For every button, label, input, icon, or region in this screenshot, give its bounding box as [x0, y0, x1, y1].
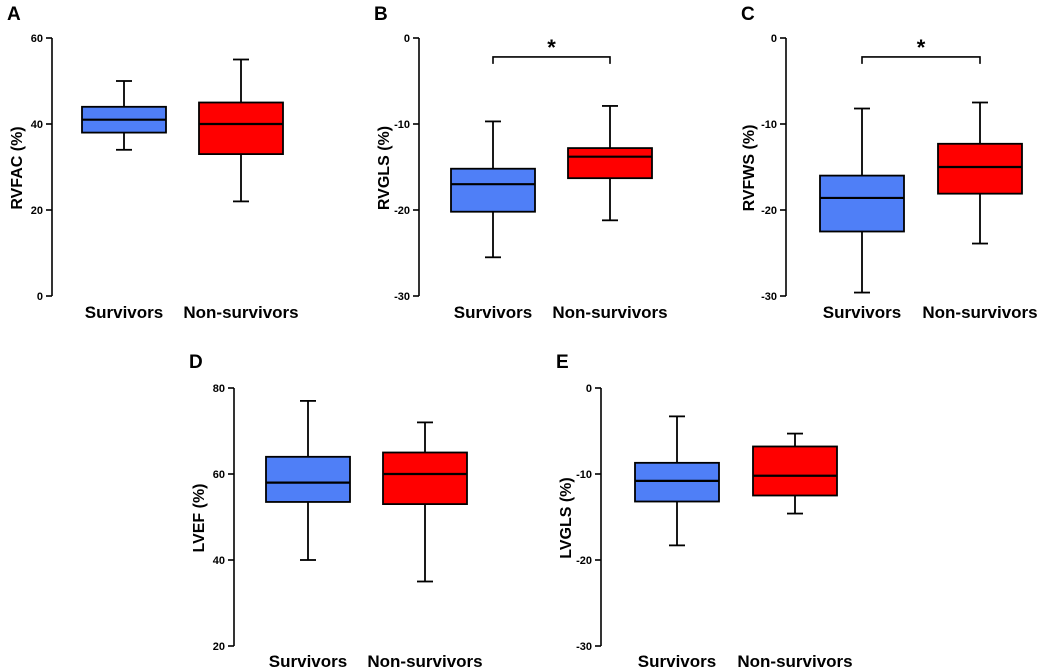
box-survivors-c [819, 174, 905, 233]
panel-letter-a: A [7, 4, 21, 25]
box-non-survivors-e [752, 445, 838, 497]
category-label-survivors-c: Survivors [823, 303, 901, 322]
panel-e-lvgls: E LVGLS (%) Survivors Non-survivors 0 -10… [556, 352, 853, 671]
y-axis-label-e: LVGLS (%) [558, 477, 575, 558]
y-tick-label-d: 40 [213, 555, 225, 567]
category-label-non-survivors-a: Non-survivors [183, 303, 298, 322]
box-survivors-b [450, 167, 536, 213]
y-tick-label-b: -10 [394, 119, 410, 131]
panel-letter-c: C [741, 4, 755, 25]
y-tick-label-e: 0 [586, 383, 592, 395]
category-label-survivors-b: Survivors [454, 303, 532, 322]
panel-c-rvfws: C RVFWS (%) Survivors Non-survivors 0 -10… [741, 4, 1038, 322]
y-tick-label-a: 0 [37, 291, 43, 303]
significance-bracket-c [861, 56, 981, 64]
y-tick-label-a: 20 [31, 205, 43, 217]
y-tick-label-d: 20 [213, 641, 225, 653]
panel-d-lvef: D LVEF (%) Survivors Non-survivors 20 40 6… [189, 352, 483, 671]
category-label-non-survivors-d: Non-survivors [367, 652, 482, 671]
significance-mark-b: * [547, 35, 556, 60]
y-axis-label-c: RVFWS (%) [741, 125, 758, 212]
panel-letter-e: E [556, 352, 569, 373]
panel-b-rvgls: B RVGLS (%) Survivors Non-survivors 0 -10… [374, 4, 668, 322]
box-non-survivors-c [937, 142, 1023, 195]
box-survivors-d [265, 455, 351, 503]
category-label-survivors-a: Survivors [85, 303, 163, 322]
category-label-non-survivors-c: Non-survivors [922, 303, 1037, 322]
panel-letter-b: B [374, 4, 388, 25]
category-label-non-survivors-e: Non-survivors [737, 652, 852, 671]
y-tick-label-c: -10 [761, 119, 777, 131]
y-tick-label-e: -20 [576, 555, 592, 567]
y-tick-label-c: -20 [761, 205, 777, 217]
significance-bracket-b [492, 56, 611, 64]
y-axis-label-a: RVFAC (%) [9, 126, 26, 209]
significance-mark-c: * [917, 35, 926, 60]
y-tick-label-a: 60 [31, 33, 43, 45]
box-non-survivors-d [382, 451, 468, 505]
y-tick-label-b: -20 [394, 205, 410, 217]
category-label-non-survivors-b: Non-survivors [552, 303, 667, 322]
y-tick-label-b: -30 [394, 291, 410, 303]
y-tick-label-d: 80 [213, 383, 225, 395]
y-axis-label-b: RVGLS (%) [376, 126, 393, 210]
y-axis-label-d: LVEF (%) [191, 483, 208, 552]
y-tick-label-c: -30 [761, 291, 777, 303]
box-non-survivors-a [198, 101, 284, 155]
box-non-survivors-b [567, 147, 653, 180]
panel-a-rvfac: A RVFAC (%) Survivors Non-survivors 0 20 4… [7, 4, 299, 322]
category-label-survivors-d: Survivors [269, 652, 347, 671]
category-label-survivors-e: Survivors [638, 652, 716, 671]
box-survivors-e [634, 461, 720, 503]
y-tick-label-b: 0 [404, 33, 410, 45]
y-tick-label-c: 0 [771, 33, 777, 45]
y-tick-label-a: 40 [31, 119, 43, 131]
y-tick-label-d: 60 [213, 469, 225, 481]
y-tick-label-e: -30 [576, 641, 592, 653]
y-tick-label-e: -10 [576, 469, 592, 481]
panel-letter-d: D [189, 352, 203, 373]
